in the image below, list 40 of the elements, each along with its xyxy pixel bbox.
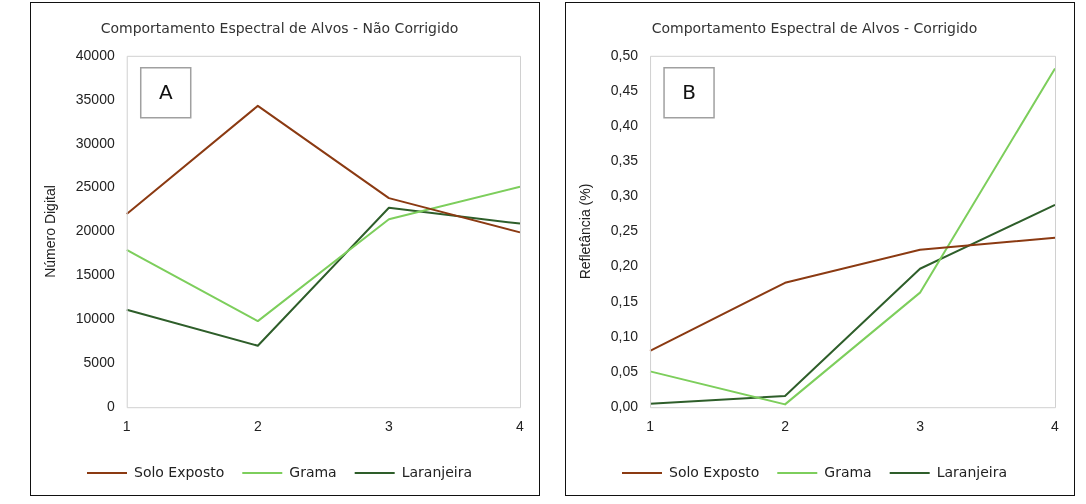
y-tick-label: 0,25 <box>610 222 639 239</box>
legend-label: Grama <box>289 463 337 480</box>
y-tick-label: 0 <box>106 398 115 415</box>
y-tick-label: 0,30 <box>610 187 639 204</box>
y-tick-label: 35000 <box>75 90 115 107</box>
y-tick-label: 0,15 <box>610 292 639 309</box>
annotation: B <box>682 80 696 104</box>
y-axis-title: Refletância (%) <box>577 183 594 280</box>
y-tick-label: 0,10 <box>610 327 639 344</box>
y-tick-label: 0,20 <box>610 257 639 274</box>
chart-title: Comportamento Espectral de Alvos - Não Corrigido <box>100 20 459 37</box>
y-tick-label: 15000 <box>75 266 115 283</box>
y-tick-label: 0,00 <box>610 398 639 415</box>
x-tick-label: 3 <box>385 418 394 435</box>
y-tick-label: 25000 <box>75 178 115 195</box>
y-tick-label: 0,45 <box>610 81 639 98</box>
y-tick-label: 0,05 <box>610 362 639 379</box>
y-axis-title: Número Digital <box>42 185 59 278</box>
annotation: A <box>158 80 173 104</box>
y-tick-label: 30000 <box>75 134 115 151</box>
y-tick-label: 0,50 <box>610 46 639 63</box>
legend-label: Laranjeira <box>401 463 473 480</box>
chart-title: Comportamento Espectral de Alvos - Corrigido <box>651 20 978 37</box>
x-tick-label: 1 <box>646 418 655 435</box>
legend-label: Laranjeira <box>936 463 1008 480</box>
x-tick-label: 3 <box>916 418 925 435</box>
legend-label: Solo Exposto <box>669 463 760 480</box>
y-tick-label: 0,35 <box>610 152 639 169</box>
legend-label: Solo Exposto <box>134 463 225 480</box>
y-tick-label: 40000 <box>75 46 115 63</box>
legend-label: Grama <box>824 463 872 480</box>
y-tick-label: 5000 <box>83 354 115 371</box>
x-tick-label: 4 <box>1051 418 1060 435</box>
x-tick-label: 2 <box>253 418 262 435</box>
y-tick-label: 20000 <box>75 222 115 239</box>
x-tick-label: 1 <box>122 418 131 435</box>
x-tick-label: 2 <box>781 418 790 435</box>
x-tick-label: 4 <box>516 418 525 435</box>
y-tick-label: 0,40 <box>610 116 639 133</box>
y-tick-label: 10000 <box>75 310 115 327</box>
